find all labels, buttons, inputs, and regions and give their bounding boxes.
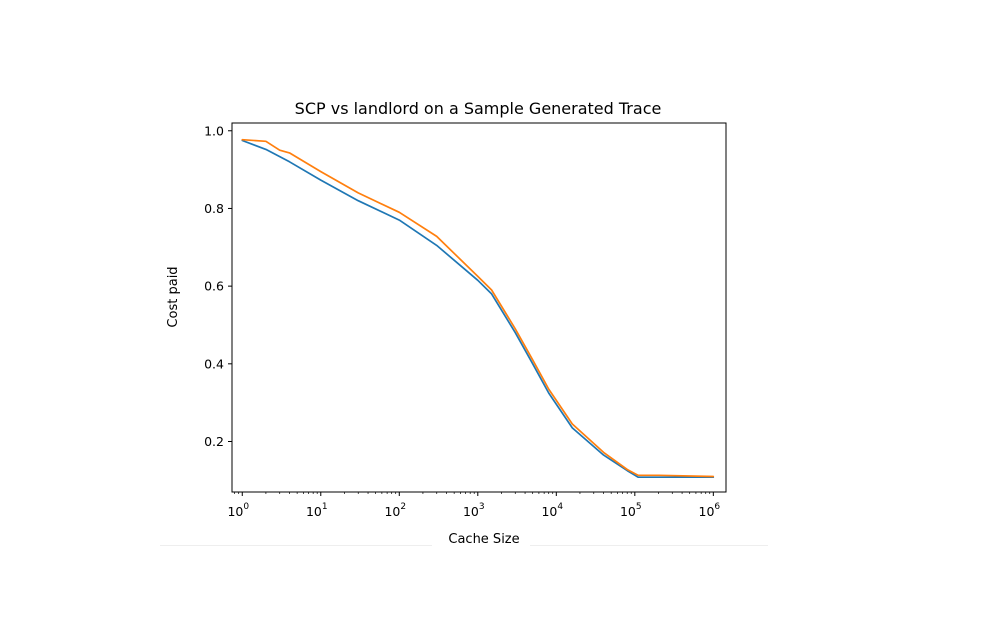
x-axis-ticks: 100 101 102 103 104 105 106 [227, 492, 720, 519]
x-tick-label: 101 [306, 502, 328, 519]
x-tick-label: 103 [463, 502, 485, 519]
y-tick-label: 0.2 [204, 434, 224, 449]
series-line-1 [241, 139, 715, 479]
y-tick-label: 0.6 [204, 279, 224, 294]
x-tick-label: 100 [227, 502, 249, 519]
series-line-2 [241, 138, 715, 478]
series-layer [241, 138, 715, 479]
x-tick-label: 106 [699, 502, 721, 519]
y-tick-label: 0.8 [204, 201, 224, 216]
y-tick-label: 0.4 [204, 356, 224, 371]
plot-area [231, 122, 727, 493]
y-axis-ticks: 0.2 0.4 0.6 0.8 1.0 [204, 123, 232, 449]
x-tick-label: 104 [541, 502, 563, 519]
x-tick-label: 105 [620, 502, 642, 519]
chart-title: SCP vs landlord on a Sample Generated Tr… [295, 99, 662, 118]
y-tick-label: 1.0 [204, 123, 224, 138]
x-tick-label: 102 [384, 502, 406, 519]
x-axis-label: Cache Size [448, 532, 519, 547]
y-axis-label: Cost paid [166, 266, 181, 327]
